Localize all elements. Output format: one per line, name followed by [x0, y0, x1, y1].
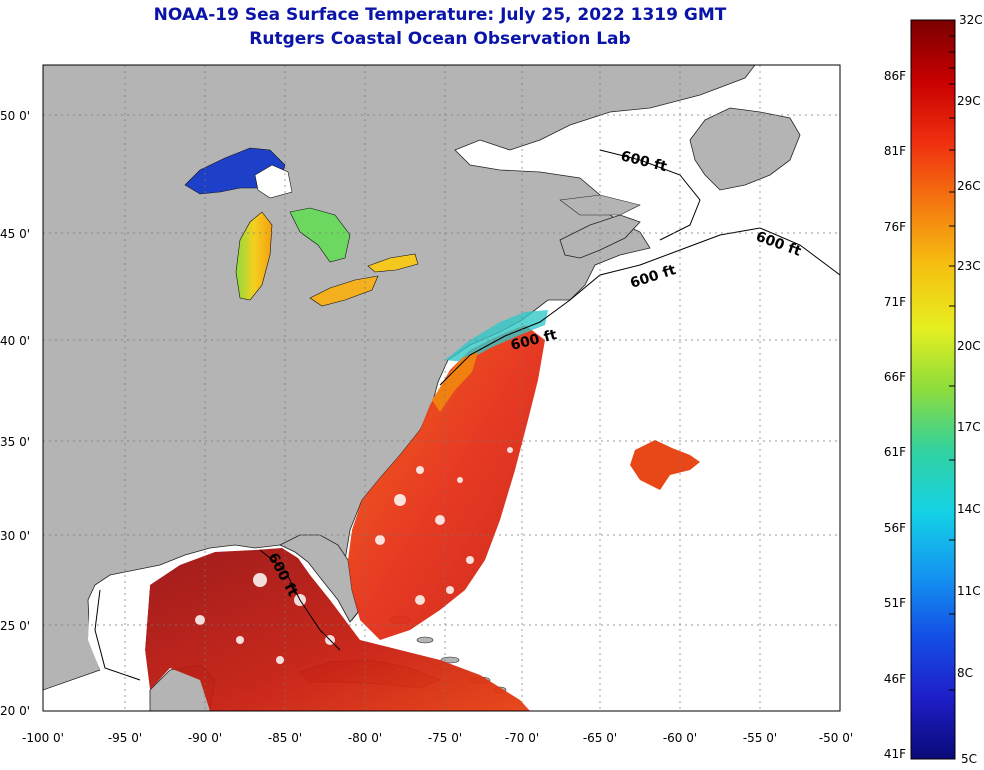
lat-label-40: 40 0' — [0, 334, 30, 348]
c-label-23: 23C — [957, 259, 981, 273]
colorbar-fahrenheit-labels: 86F 81F 76F 71F 66F 61F 56F 51F 46F 41F — [884, 69, 906, 761]
map-content: 600 ft 600 ft 600 ft 600 ft 600 ft — [43, 65, 840, 711]
sst-gulf-coastal-nodata — [88, 570, 150, 690]
sst-atlantic-coastal — [348, 325, 545, 640]
f-label-61: 61F — [884, 445, 906, 459]
f-label-51: 51F — [884, 596, 906, 610]
lon-label-55: -55 0' — [743, 731, 777, 745]
lake-superior-nodata — [254, 164, 293, 199]
f-label-76: 76F — [884, 220, 906, 234]
longitude-labels: -100 0' -95 0' -90 0' -85 0' -80 0' -75 … — [22, 731, 853, 745]
lake-huron — [289, 207, 351, 263]
lake-michigan — [235, 211, 273, 301]
lake-ontario — [367, 253, 419, 273]
f-label-86: 86F — [884, 69, 906, 83]
colorbar — [910, 19, 956, 760]
lon-label-50: -50 0' — [819, 731, 853, 745]
c-label-29: 29C — [957, 94, 981, 108]
lon-label-90: -90 0' — [188, 731, 222, 745]
colorbar-ticks — [949, 35, 955, 691]
f-label-56: 56F — [884, 521, 906, 535]
chart-title: NOAA-19 Sea Surface Temperature: July 25… — [153, 5, 727, 25]
f-label-46: 46F — [884, 672, 906, 686]
c-label-20: 20C — [957, 339, 981, 353]
cloud-speckles — [195, 447, 513, 664]
lon-label-70: -70 0' — [505, 731, 539, 745]
lat-label-45: 45 0' — [0, 227, 30, 241]
lat-label-20: 20 0' — [0, 704, 30, 718]
c-label-17: 17C — [957, 420, 981, 434]
lat-label-50: 50 0' — [0, 109, 30, 123]
f-label-71: 71F — [884, 295, 906, 309]
lat-label-30: 30 0' — [0, 529, 30, 543]
latitude-labels: 50 0' 45 0' 40 0' 35 0' 30 0' 25 0' 20 0… — [0, 109, 30, 718]
sst-gulf-of-mexico — [145, 548, 530, 711]
chart-subtitle: Rutgers Coastal Ocean Observation Lab — [249, 29, 631, 49]
c-label-32: 32C — [959, 13, 983, 27]
c-label-8: 8C — [957, 666, 973, 680]
lon-label-80: -80 0' — [348, 731, 382, 745]
sst-midatlantic-warm — [432, 352, 478, 412]
c-label-5: 5C — [961, 752, 977, 766]
f-label-81: 81F — [884, 144, 906, 158]
lon-label-100: -100 0' — [22, 731, 64, 745]
lon-label-65: -65 0' — [583, 731, 617, 745]
land-newfoundland — [689, 107, 801, 191]
graticule — [43, 65, 840, 711]
colorbar-celsius-labels: 32C 29C 26C 23C 20C 17C 14C 11C 8C 5C — [957, 13, 983, 766]
sst-offshore-patch — [630, 440, 700, 490]
c-label-14: 14C — [957, 502, 981, 516]
c-label-11: 11C — [957, 584, 981, 598]
f-label-66: 66F — [884, 370, 906, 384]
lon-label-95: -95 0' — [108, 731, 142, 745]
isobath-600ft-line — [94, 149, 840, 681]
lake-erie — [309, 275, 379, 307]
f-label-41: 41F — [884, 747, 906, 761]
lon-label-75: -75 0' — [428, 731, 462, 745]
map-frame — [42, 64, 841, 712]
lat-label-25: 25 0' — [0, 619, 30, 633]
lat-label-35: 35 0' — [0, 435, 30, 449]
lon-label-85: -85 0' — [268, 731, 302, 745]
c-label-26: 26C — [957, 179, 981, 193]
lon-label-60: -60 0' — [663, 731, 697, 745]
